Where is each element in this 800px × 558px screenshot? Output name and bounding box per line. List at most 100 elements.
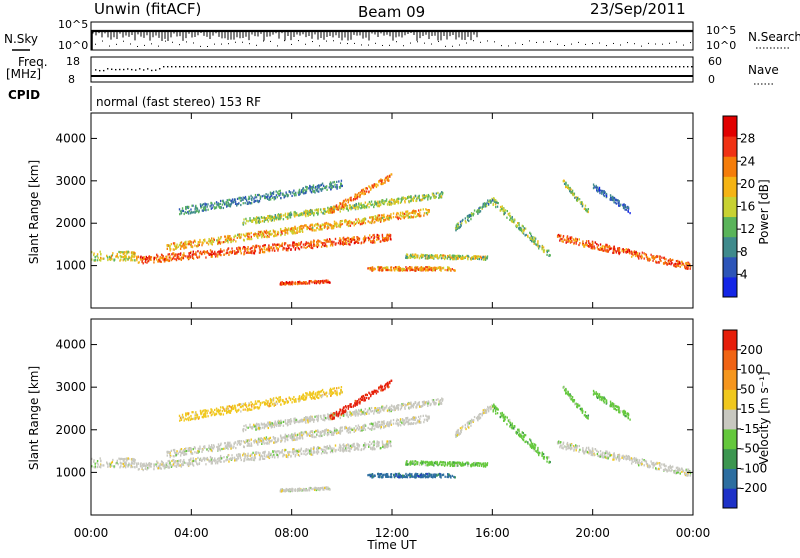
- power-echo: [235, 240, 236, 242]
- power-echo: [495, 203, 496, 205]
- power-echo: [317, 227, 318, 229]
- power-echo: [603, 194, 604, 196]
- power-echo: [313, 241, 314, 243]
- power-echo: [423, 254, 424, 256]
- power-echo: [421, 199, 422, 201]
- power-echo: [650, 254, 651, 256]
- power-echo: [333, 206, 334, 208]
- nsearch-dot: [291, 44, 292, 45]
- velocity-echo: [212, 457, 213, 459]
- power-echo: [399, 267, 400, 269]
- velocity-echo: [243, 453, 244, 455]
- power-echo: [112, 252, 113, 254]
- power-echo: [336, 181, 337, 183]
- velocity-echo: [132, 466, 133, 468]
- nsearch-dot: [123, 41, 124, 42]
- power-echo: [336, 204, 337, 206]
- power-echo: [632, 254, 633, 256]
- power-echo: [250, 195, 251, 197]
- power-echo: [274, 196, 275, 198]
- power-echo: [311, 247, 312, 249]
- velocity-echo: [311, 454, 312, 456]
- power-echo: [362, 220, 363, 222]
- power-echo: [266, 232, 267, 234]
- power-echo: [296, 232, 297, 234]
- power-echo: [327, 240, 328, 242]
- power-echo: [457, 225, 458, 227]
- velocity-echo: [329, 445, 330, 447]
- velocity-echo: [153, 468, 154, 470]
- power-echo: [283, 247, 284, 249]
- power-echo: [612, 252, 613, 254]
- power-echo: [424, 268, 425, 270]
- power-echo: [598, 244, 599, 246]
- nave-dot: [499, 66, 500, 67]
- power-echo: [196, 245, 197, 247]
- power-echo: [220, 200, 221, 202]
- power-echo: [277, 196, 278, 198]
- velocity-echo: [147, 465, 148, 467]
- nave-dot: [239, 66, 240, 67]
- power-echo: [123, 256, 124, 258]
- velocity-echo: [424, 419, 425, 421]
- nave-dot: [155, 69, 156, 70]
- power-echo: [670, 263, 671, 265]
- power-echo: [249, 201, 250, 203]
- power-echo: [444, 269, 445, 271]
- velocity-echo: [368, 427, 369, 429]
- velocity-echo: [177, 462, 178, 464]
- power-echo: [376, 183, 377, 185]
- power-echo: [374, 268, 375, 270]
- power-echo: [206, 206, 207, 208]
- power-echo: [450, 270, 451, 272]
- nsearch-dot: [256, 45, 257, 46]
- velocity-echo: [295, 450, 296, 452]
- velocity-echo: [290, 455, 291, 457]
- velocity-echo: [210, 456, 211, 458]
- power-echo: [603, 250, 604, 252]
- velocity-echo: [268, 442, 269, 444]
- power-echo: [329, 223, 330, 225]
- power-echo: [407, 197, 408, 199]
- power-echo: [463, 257, 464, 259]
- power-echo: [326, 245, 327, 247]
- velocity-echo: [390, 442, 391, 444]
- nave-dot: [535, 66, 536, 67]
- power-echo: [127, 251, 128, 253]
- power-echo: [593, 247, 594, 249]
- velocity-echo: [119, 466, 120, 468]
- nave-dot: [475, 66, 476, 67]
- nave-dot: [275, 66, 276, 67]
- nsearch-dot: [249, 43, 250, 44]
- power-echo: [507, 210, 508, 212]
- power-echo: [310, 224, 311, 226]
- power-echo: [408, 257, 409, 259]
- nsearch-dot: [382, 45, 383, 46]
- velocity-echo: [346, 445, 347, 447]
- power-echo: [185, 206, 186, 208]
- power-echo: [312, 190, 313, 192]
- power-echo: [99, 259, 100, 261]
- power-echo: [372, 234, 373, 236]
- power-echo: [324, 245, 325, 247]
- power-echo: [483, 256, 484, 258]
- power-echo: [595, 241, 596, 243]
- power-echo: [547, 251, 548, 253]
- power-echo: [197, 208, 198, 210]
- velocity-echo: [301, 448, 302, 450]
- velocity-echo: [140, 465, 141, 467]
- power-heatmap: [91, 173, 691, 285]
- freq-tick-bottom: 8: [68, 73, 75, 86]
- power-echo: [318, 184, 319, 186]
- power-echo: [97, 257, 98, 259]
- velocity-echo: [194, 451, 195, 453]
- power-echo: [575, 243, 576, 245]
- power-echo: [267, 194, 268, 196]
- nave-dot: [487, 66, 488, 67]
- power-echo: [268, 199, 269, 201]
- power-echo: [427, 257, 428, 259]
- power-echo: [259, 200, 260, 202]
- power-echo: [366, 190, 367, 192]
- power-echo: [99, 251, 100, 253]
- velocity-echo: [93, 466, 94, 468]
